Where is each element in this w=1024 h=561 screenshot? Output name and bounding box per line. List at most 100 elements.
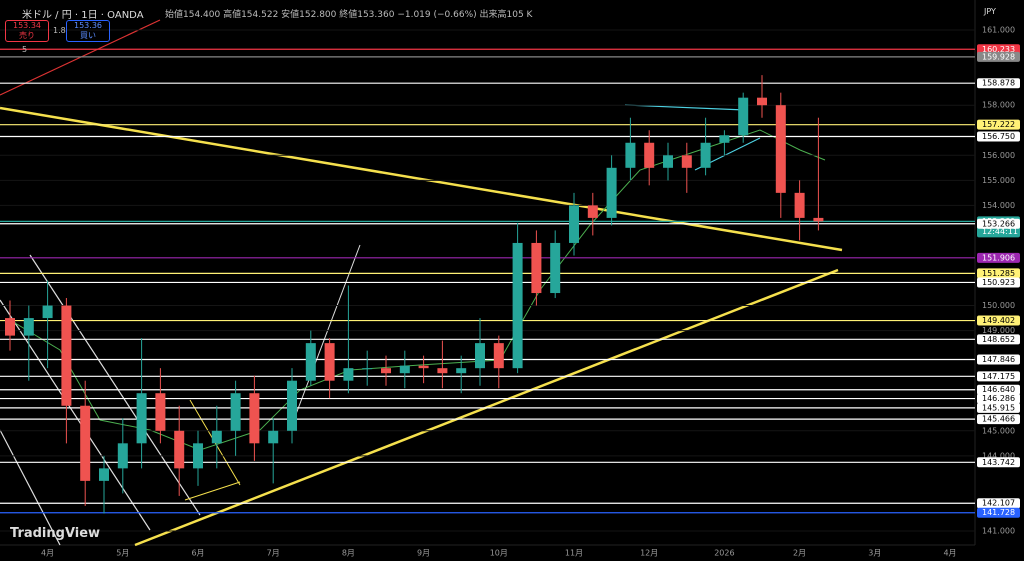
level-label: 143.742 [982, 458, 1015, 467]
x-tick-label: 6月 [191, 549, 204, 558]
candle-body [249, 393, 260, 444]
level-tag [977, 371, 1020, 382]
level-tag [977, 131, 1020, 142]
candle-body [268, 430, 279, 444]
level-label: 153.266 [982, 219, 1015, 228]
candle-body [305, 343, 316, 381]
spread: 1.8 [53, 26, 66, 35]
candle-body [362, 368, 373, 370]
y-tick-label: 155.000 [982, 176, 1015, 185]
candle-body [381, 368, 391, 374]
symbol: 米ドル / 円 · 1日 · OANDA [22, 10, 144, 21]
candle-body [343, 368, 354, 381]
candle-body [550, 242, 561, 294]
level-label: 151.906 [982, 253, 1015, 262]
sell-price: 153.34 [13, 21, 41, 30]
level-label: 146.286 [982, 394, 1015, 403]
level-note: 12:44:11 [982, 227, 1018, 236]
y-tick-label: 150.000 [982, 301, 1015, 310]
level-tag [977, 51, 1020, 62]
y-tick-label: 154.000 [982, 201, 1015, 210]
x-tick-label: 12月 [640, 549, 658, 558]
level-label: 145.915 [982, 403, 1015, 412]
candle-body [136, 393, 147, 444]
x-tick-label: 4月 [41, 549, 54, 558]
candle-body [5, 318, 15, 336]
y-tick-label: 158.000 [982, 101, 1015, 110]
candle-body [456, 368, 467, 374]
level-label: 158.878 [982, 79, 1015, 88]
candle-body [61, 305, 72, 406]
level-tag [977, 354, 1020, 365]
candle-body [23, 318, 34, 336]
candle-body [155, 393, 166, 431]
buy-button[interactable]: 153.36 買い [66, 20, 110, 42]
y-tick-label: 149.000 [982, 326, 1015, 335]
candle-body [757, 97, 767, 106]
x-tick-label: 8月 [342, 549, 355, 558]
currency: JPY [984, 7, 996, 16]
candle-body [625, 142, 636, 168]
candle-body [211, 430, 222, 444]
buy-price: 153.36 [74, 21, 102, 30]
level-tag [977, 119, 1020, 130]
candle-body [117, 443, 128, 469]
candle-body [775, 105, 786, 193]
brand: TradingView [10, 526, 101, 541]
candle-body [700, 142, 711, 168]
candle-body [193, 443, 203, 469]
x-tick-label: 3月 [868, 549, 881, 558]
candle-body [813, 217, 824, 222]
candle-body [644, 142, 655, 168]
x-tick-label: 10月 [490, 549, 508, 558]
level-label: 146.640 [982, 385, 1015, 394]
level-label: 151.285 [982, 269, 1015, 278]
indicator-count[interactable]: 5 [22, 45, 28, 54]
candle-body [587, 205, 598, 218]
buy-label: 買い [80, 31, 96, 40]
y-tick-label: 144.000 [982, 451, 1015, 460]
candle-body [512, 242, 523, 369]
candle-body [531, 242, 542, 294]
level-label: 150.923 [982, 278, 1015, 287]
level-label: 147.175 [982, 372, 1015, 381]
candle-body [663, 155, 673, 168]
level-label: 147.846 [982, 355, 1015, 364]
level-tag [977, 384, 1020, 395]
candle-body [174, 430, 185, 469]
candle-body [99, 468, 109, 481]
sell-button[interactable]: 153.34 売り [5, 20, 49, 42]
level-tag [977, 252, 1020, 263]
level-tag [977, 277, 1020, 288]
x-tick-label: 9月 [417, 549, 430, 558]
level-tag [977, 393, 1020, 404]
level-tag [977, 498, 1020, 509]
level-label: 148.652 [982, 335, 1015, 344]
level-label: 157.222 [982, 120, 1015, 129]
candle-body [493, 343, 504, 369]
level-label: 145.466 [982, 415, 1015, 424]
level-tag [977, 402, 1020, 413]
level-label: 160.233 [982, 45, 1015, 54]
candle-body [42, 305, 53, 319]
x-tick-label: 2月 [793, 549, 806, 558]
level-tag [977, 507, 1020, 518]
y-tick-label: 141.000 [982, 526, 1015, 535]
level-label: 142.107 [982, 499, 1015, 508]
candle-body [437, 368, 448, 374]
level-tag [977, 315, 1020, 326]
x-tick-label: 5月 [116, 549, 129, 558]
candle-body [681, 155, 692, 168]
candle-body [475, 343, 485, 369]
candle-body [287, 380, 297, 431]
level-tag [977, 334, 1020, 345]
sell-label: 売り [19, 31, 35, 40]
level-tag [977, 268, 1020, 279]
candle-body [569, 205, 579, 243]
candle-body [719, 135, 730, 143]
x-tick-label: 2026 [714, 549, 734, 558]
level-label: 141.728 [982, 508, 1015, 517]
y-tick-label: 145.000 [982, 426, 1015, 435]
